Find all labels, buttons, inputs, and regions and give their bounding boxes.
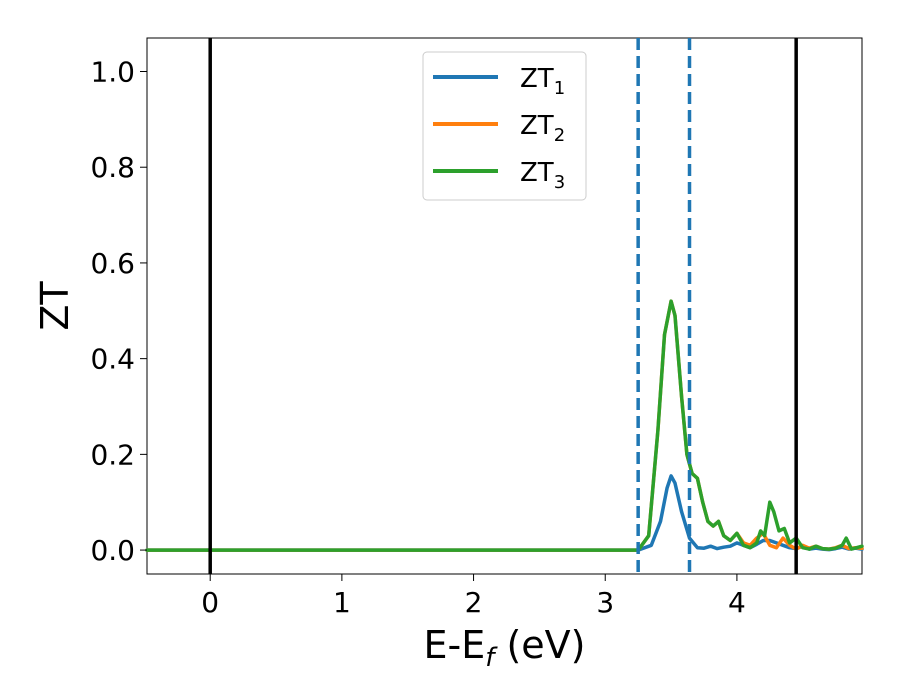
y-tick-label: 0.2: [90, 438, 135, 471]
y-axis-label: ZT: [33, 281, 77, 331]
x-axis-label: E-Ef (eV): [424, 623, 586, 673]
x-tick-label: 3: [596, 586, 614, 619]
x-tick-label: 0: [201, 586, 219, 619]
y-axis-ticks: 0.0 0.2 0.4 0.6 0.8 1.0: [90, 56, 147, 567]
series-line-3: [145, 299, 864, 552]
reference-lines: [208, 38, 798, 574]
legend-box: [422, 51, 587, 201]
legend-label-1: ZT1: [520, 64, 565, 99]
legend-label-3: ZT3: [520, 158, 565, 193]
x-tick-label: 1: [333, 586, 351, 619]
x-tick-label: 4: [728, 586, 746, 619]
x-axis-ticks: 0 1 2 3 4: [201, 574, 746, 619]
legend: ZT1 ZT2 ZT3: [422, 51, 587, 201]
y-tick-label: 0.0: [90, 534, 135, 567]
y-tick-label: 0.6: [90, 247, 135, 280]
y-tick-label: 0.8: [90, 151, 135, 184]
y-tick-label: 0.4: [90, 343, 135, 376]
y-tick-label: 1.0: [90, 56, 135, 89]
legend-items: ZT1 ZT2 ZT3: [433, 64, 565, 193]
series-lines: [145, 299, 864, 552]
legend-label-2: ZT2: [520, 111, 565, 146]
x-tick-label: 2: [465, 586, 483, 619]
